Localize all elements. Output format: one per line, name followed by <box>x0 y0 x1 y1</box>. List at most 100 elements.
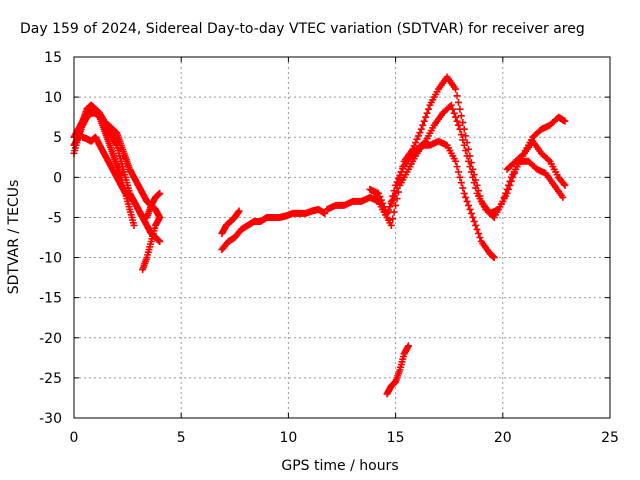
x-tick-label: 25 <box>601 430 619 446</box>
data-point <box>235 207 243 215</box>
series-arc-g <box>218 207 243 237</box>
data-point <box>156 238 164 246</box>
data-point <box>463 197 471 205</box>
data-point <box>394 188 402 196</box>
data-point <box>386 203 394 211</box>
data-point <box>472 184 480 192</box>
data-point <box>460 141 468 149</box>
y-tick-label: -25 <box>39 371 62 387</box>
y-tick-label: -15 <box>39 291 62 307</box>
data-point <box>399 163 407 171</box>
data-point <box>460 189 468 197</box>
data-point <box>389 215 397 223</box>
x-tick-label: 5 <box>177 430 186 446</box>
data-point <box>462 193 470 201</box>
y-axis-label: SDTVAR / TECUs <box>6 180 22 295</box>
data-point <box>449 105 457 113</box>
data-point <box>475 229 483 237</box>
data-point <box>424 105 432 113</box>
data-point <box>423 109 431 117</box>
data-point <box>545 156 553 164</box>
data-point <box>469 173 477 181</box>
data-point <box>459 119 467 127</box>
data-point <box>467 209 475 217</box>
y-tick-label: 15 <box>44 50 62 66</box>
series-arc-c <box>70 105 164 221</box>
y-tick-label: -5 <box>48 210 62 226</box>
data-point <box>459 184 467 192</box>
data-point <box>393 195 401 203</box>
data-point <box>490 254 498 262</box>
data-point <box>499 197 507 205</box>
data-point <box>452 157 460 165</box>
data-point <box>410 142 418 150</box>
data-point <box>506 177 514 185</box>
series-arc-d <box>79 133 164 221</box>
data-point <box>464 157 472 165</box>
data-point <box>450 109 458 117</box>
data-point <box>390 208 398 216</box>
series-arc-e <box>139 213 164 274</box>
y-tick-label: -30 <box>39 411 62 427</box>
series-arc-f <box>218 205 329 254</box>
data-point <box>456 125 464 133</box>
series-arc-k <box>503 137 569 189</box>
data-point <box>453 92 461 100</box>
data-point <box>447 101 455 109</box>
data-point <box>417 125 425 133</box>
data-point <box>321 209 329 217</box>
data-point <box>459 136 467 144</box>
data-point <box>467 168 475 176</box>
data-point <box>472 221 480 229</box>
data-point <box>453 117 461 125</box>
data-point <box>453 163 461 171</box>
data-point <box>456 173 464 181</box>
data-point <box>503 185 511 193</box>
data-point <box>502 189 510 197</box>
data-point <box>387 221 395 229</box>
data-point <box>420 117 428 125</box>
data-point <box>470 217 478 225</box>
x-tick-label: 20 <box>494 430 512 446</box>
data-point <box>454 98 462 106</box>
data-point <box>452 85 460 93</box>
chart-title: Day 159 of 2024, Sidereal Day-to-day VTE… <box>20 21 585 37</box>
data-point <box>422 113 430 121</box>
data-point <box>409 145 417 153</box>
data-point <box>457 179 465 187</box>
data-point <box>387 199 395 207</box>
data-point <box>419 121 427 129</box>
data-point <box>466 205 474 213</box>
y-tick-label: 5 <box>53 130 62 146</box>
y-tick-label: -20 <box>39 331 62 347</box>
data-point <box>561 117 569 125</box>
data-point <box>414 132 422 140</box>
data-point <box>462 132 470 140</box>
grid-layer <box>74 57 610 418</box>
y-tick-label: 0 <box>53 170 62 186</box>
data-point <box>412 139 420 147</box>
series-arc-l <box>383 342 412 398</box>
marks-layer <box>70 73 569 398</box>
data-point <box>470 179 478 187</box>
data-point <box>452 113 460 121</box>
data-point <box>466 163 474 171</box>
x-axis-label: GPS time / hours <box>281 458 398 474</box>
data-point <box>156 189 164 197</box>
y-tick-label: 10 <box>44 90 62 106</box>
x-tick-label: 10 <box>279 430 297 446</box>
data-point <box>473 225 481 233</box>
x-tick-label: 15 <box>387 430 405 446</box>
data-point <box>464 201 472 209</box>
data-point <box>505 181 513 189</box>
data-point <box>454 121 462 129</box>
data-point <box>156 213 164 221</box>
data-point <box>457 112 465 120</box>
data-point <box>469 213 477 221</box>
data-point <box>413 135 421 143</box>
plot-frame <box>73 56 611 419</box>
data-point <box>463 152 471 160</box>
data-point <box>392 201 400 209</box>
data-point <box>404 342 412 350</box>
